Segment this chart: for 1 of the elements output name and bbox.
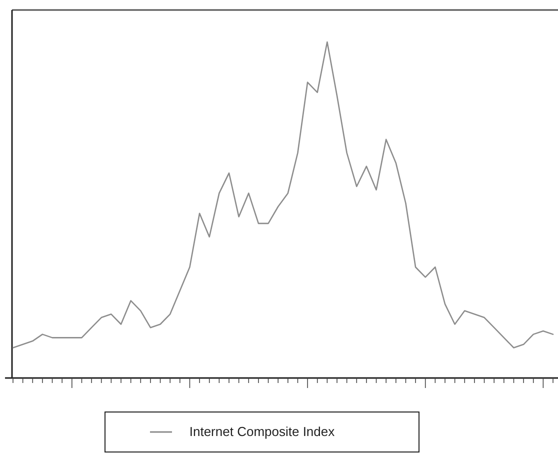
legend-label: Internet Composite Index [189, 424, 336, 439]
